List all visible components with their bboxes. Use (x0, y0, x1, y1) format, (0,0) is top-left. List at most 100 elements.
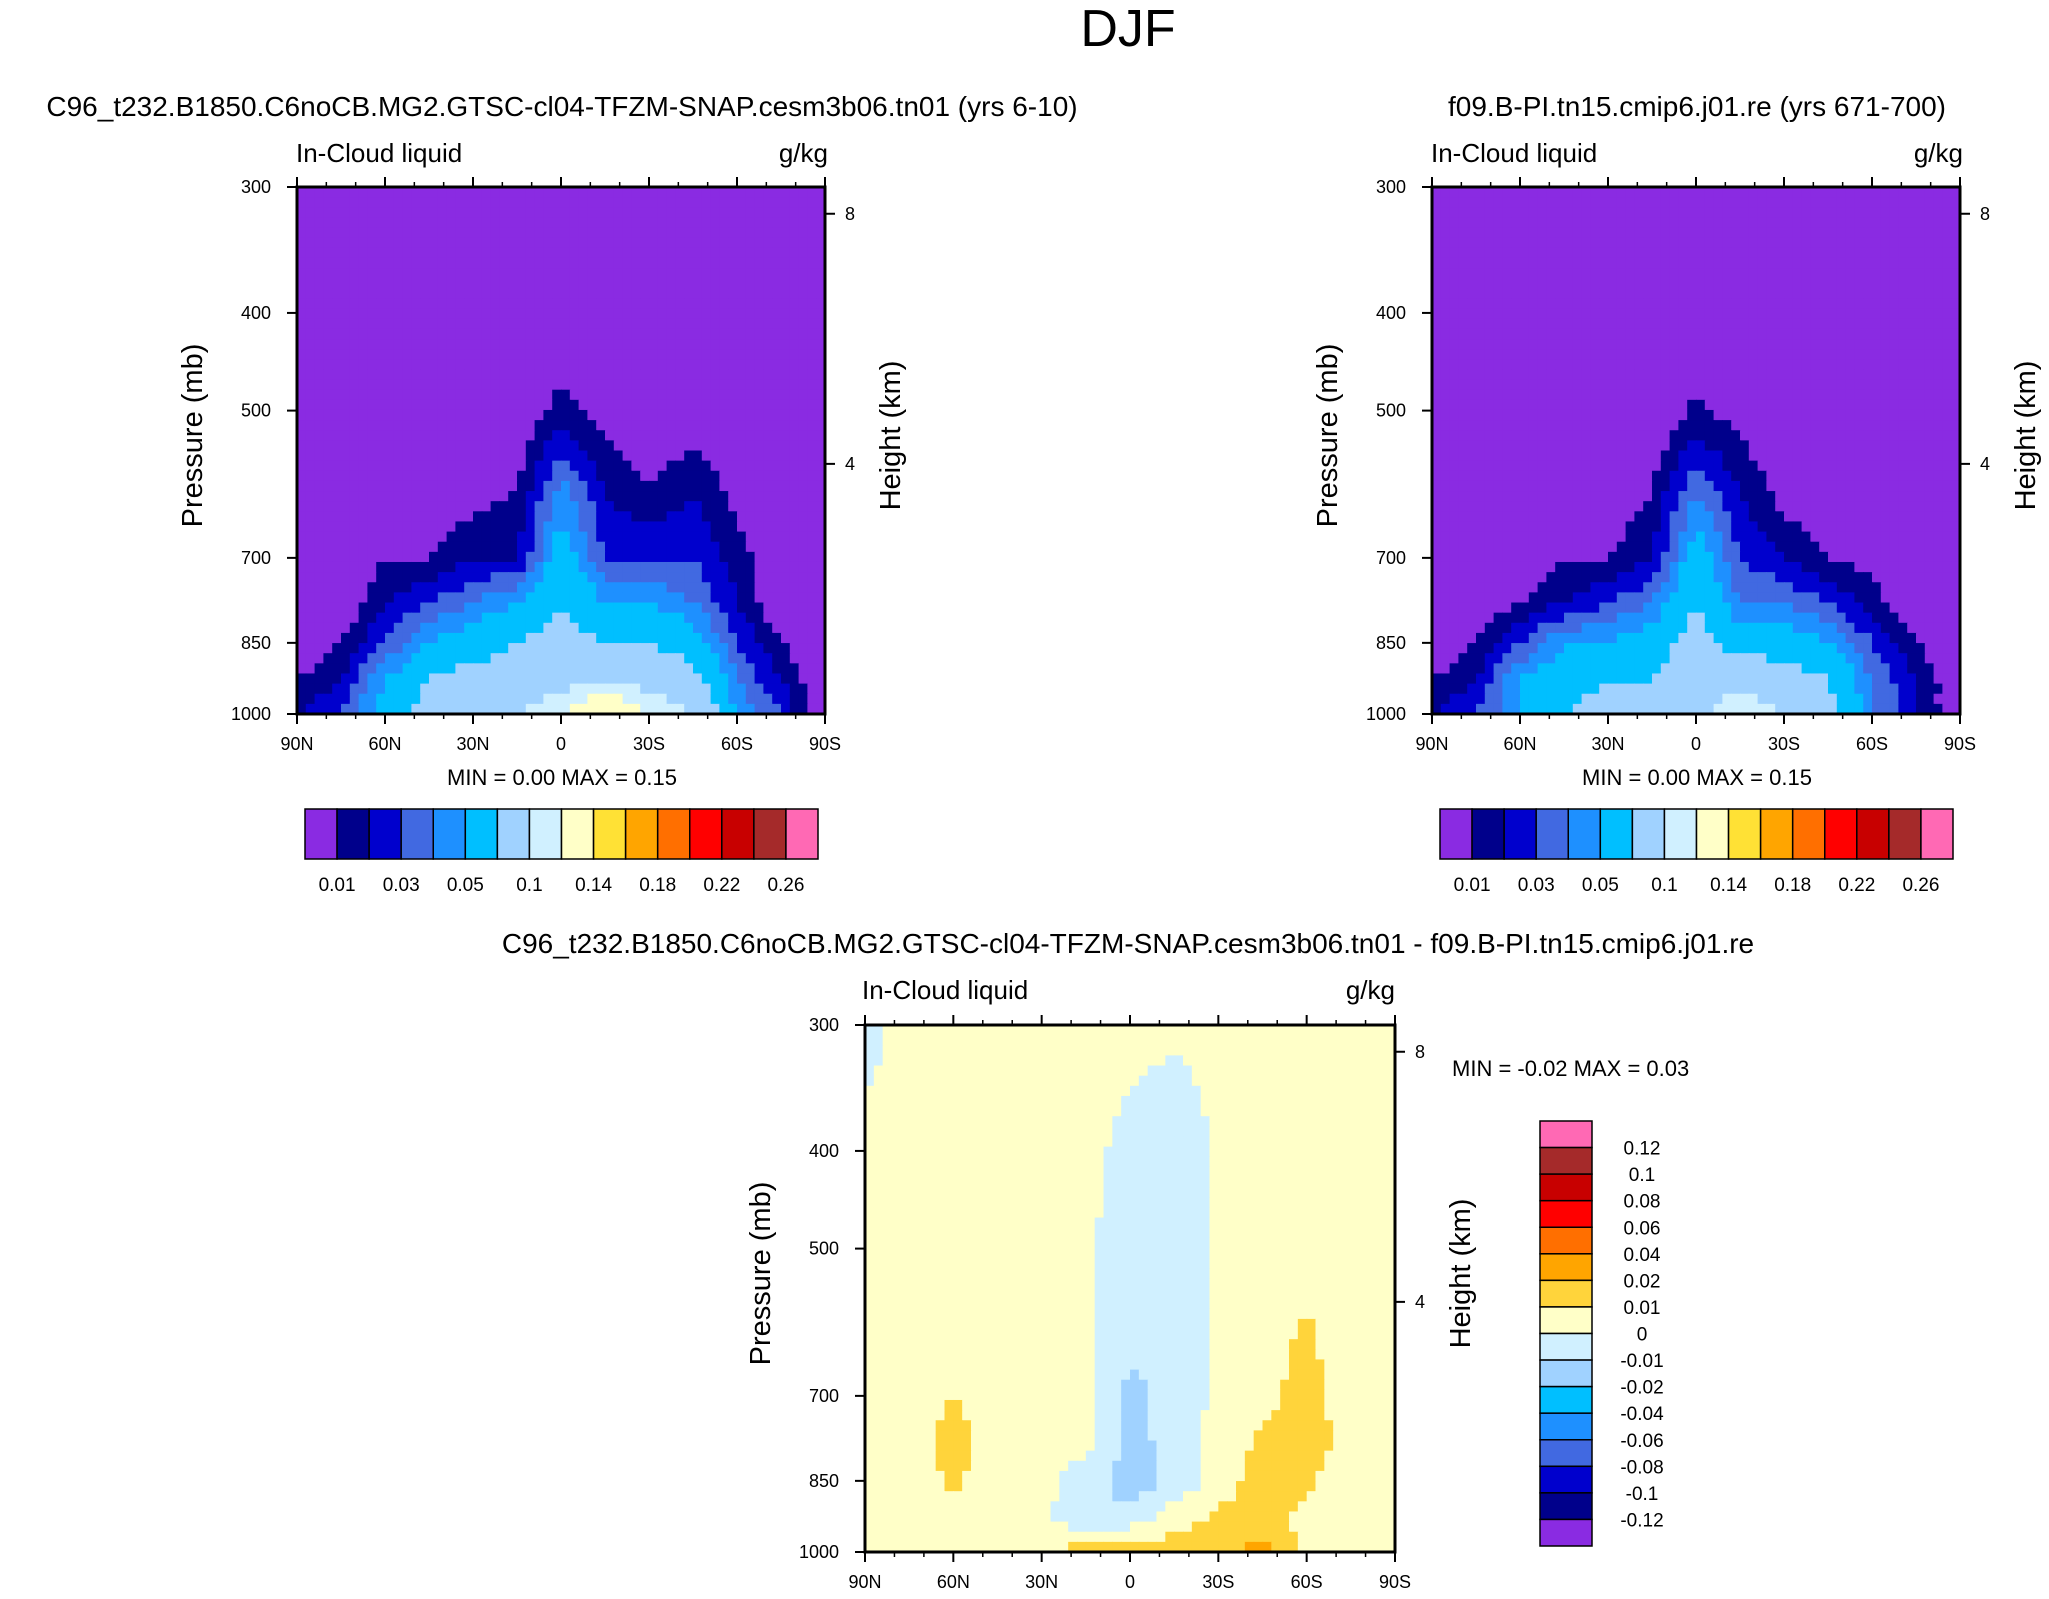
field-cell (701, 369, 712, 381)
field-cell (490, 663, 500, 675)
field-cell (297, 632, 307, 644)
field-cell (464, 349, 474, 360)
field-cell (464, 278, 474, 289)
field-cell (455, 602, 465, 614)
field-cell (772, 399, 782, 411)
field-cell (719, 531, 729, 543)
field-cell (1608, 409, 1618, 421)
field-cell (420, 207, 430, 218)
field-cell (657, 349, 668, 360)
field-cell (385, 298, 395, 310)
field-cell (323, 491, 333, 502)
field-cell (631, 288, 641, 300)
field-cell (1872, 328, 1882, 340)
field-cell (666, 237, 676, 249)
field-cell (1520, 257, 1530, 269)
field-cell (481, 278, 492, 289)
field-cell (385, 643, 395, 654)
field-cell (728, 582, 738, 593)
field-cell (781, 450, 791, 462)
field-cell (710, 359, 720, 371)
field-cell (1722, 318, 1732, 330)
field-cell (816, 663, 826, 675)
field-cell (1520, 247, 1530, 259)
field-cell (631, 602, 641, 614)
field-cell (781, 592, 791, 604)
field-cell (402, 531, 412, 543)
field-cell (1458, 247, 1468, 259)
field-cell (552, 450, 562, 462)
field-cell (429, 673, 439, 685)
field-cell (1889, 237, 1899, 249)
field-cell (393, 683, 404, 695)
field-cell (807, 572, 817, 583)
field-cell (728, 227, 738, 239)
field-cell (499, 450, 509, 462)
field-cell (490, 632, 500, 644)
field-cell (1432, 460, 1442, 472)
field-cell (411, 288, 421, 300)
field-cell (385, 339, 395, 350)
field-cell (1625, 217, 1635, 229)
field-cell (1748, 227, 1759, 239)
field-cell (490, 399, 500, 411)
field-cell (402, 460, 412, 472)
field-cell (358, 673, 368, 685)
field-cell (297, 268, 307, 279)
field-cell (719, 308, 729, 320)
field-cell (657, 268, 668, 279)
field-cell (798, 491, 808, 502)
field-cell (1810, 237, 1820, 249)
field-cell (297, 369, 307, 381)
field-cell (517, 288, 527, 300)
field-cell (385, 501, 395, 512)
y-tick-label: 400 (241, 303, 271, 323)
field-cell (358, 521, 368, 533)
field-cell (1528, 420, 1539, 431)
field-cell (411, 268, 421, 279)
field-cell (1599, 460, 1609, 472)
field-cell (393, 501, 404, 512)
field-cell (473, 420, 483, 431)
field-cell (798, 551, 808, 563)
field-cell (543, 551, 553, 563)
field-cell (341, 491, 351, 502)
field-cell (332, 257, 342, 269)
field-cell (1942, 349, 1952, 360)
field-cell (745, 480, 756, 492)
field-cell (640, 207, 650, 218)
field-cell (473, 622, 483, 634)
field-cell (745, 257, 756, 269)
field-cell (622, 612, 632, 624)
field-cell (789, 308, 800, 320)
field-cell (807, 217, 817, 229)
field-cell (587, 379, 597, 391)
field-cell (1564, 318, 1574, 330)
field-cell (578, 592, 588, 604)
field-cell (763, 703, 773, 715)
field-cell (376, 288, 386, 300)
field-cell (1740, 298, 1750, 310)
field-cell (1766, 409, 1776, 421)
field-cell (534, 663, 544, 675)
field-cell (1678, 450, 1688, 462)
field-cell (622, 683, 632, 695)
field-cell (297, 663, 307, 675)
field-cell (649, 632, 659, 644)
field-cell (631, 197, 641, 208)
field-cell (543, 318, 553, 330)
field-cell (1528, 288, 1539, 300)
field-cell (1678, 217, 1688, 229)
field-cell (675, 693, 685, 705)
field-cell (517, 693, 527, 705)
field-cell (402, 541, 412, 553)
field-cell (499, 663, 509, 675)
field-cell (613, 460, 624, 472)
field-cell (772, 460, 782, 472)
field-cell (464, 328, 474, 340)
field-cell (323, 450, 333, 462)
field-cell (402, 227, 412, 239)
field-cell (1898, 308, 1908, 320)
field-cell (798, 308, 808, 320)
field-cell (701, 440, 712, 452)
